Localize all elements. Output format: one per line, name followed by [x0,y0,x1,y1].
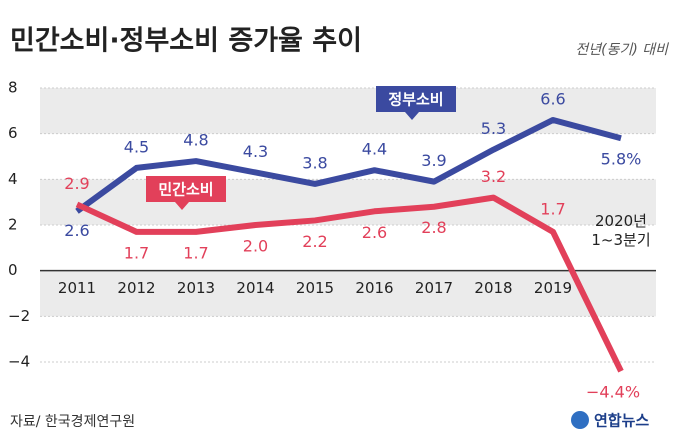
data-label: 2.0 [243,237,268,256]
series-line [75,194,624,373]
band [40,88,656,134]
chart-subtitle: 전년(동기) 대비 [575,42,669,58]
data-label: 1.7 [183,243,208,262]
series-line [75,116,622,214]
x-tick-label: 2019 [533,279,573,297]
y-tick-label: 0 [8,261,18,279]
x-tick-label: 2012 [117,279,156,297]
source: 자료/ 한국경제연구원 [10,414,135,430]
data-label: 2.2 [302,232,327,251]
data-label: 2.6 [362,223,387,242]
band [40,270,656,317]
data-label: 5.3 [481,119,506,138]
y-tick-label: −2 [8,307,30,325]
legend-box [376,86,456,120]
x-tick-label: 2016 [355,279,394,297]
y-tick-label: 2 [8,216,18,234]
y-tick-label: 4 [8,170,18,188]
data-label: 5.8% [601,150,642,169]
data-label: 1.7 [124,243,149,262]
x-tick-label: 2011 [57,279,97,297]
data-label: 3.2 [481,167,506,186]
data-label: 1.7 [540,199,565,218]
legend-label: 민간소비 [158,181,213,199]
data-label: 4.5 [124,137,149,156]
logo: 연합뉴스 [594,412,649,430]
x-tick-label: 2013 [176,279,216,297]
y-tick-label: −4 [8,353,30,371]
legend-label: 정부소비 [388,91,443,109]
y-tick-label: 8 [8,79,18,97]
x-tick-label: 2014 [236,279,275,297]
data-label: 2.9 [64,174,89,193]
legend-box [146,176,226,210]
data-label: 3.8 [302,153,327,172]
data-label: 3.9 [421,151,446,170]
logo-icon [571,411,589,429]
data-label: 2.8 [421,218,446,237]
data-label: 2.6 [64,221,89,240]
data-label: 4.4 [362,140,387,159]
y-tick-label: 6 [8,124,18,142]
data-label: 4.8 [183,131,208,150]
x-tick-label: 2018 [474,279,513,297]
data-label: 6.6 [540,89,565,108]
data-label: 4.3 [243,142,268,161]
x-tick-label: 2020년 1~3분기 [591,212,651,249]
x-tick-label: 2017 [414,279,454,297]
x-tick-label: 2015 [295,279,335,297]
chart-title: 민간소비·정부소비 증가율 추이 [10,26,362,57]
data-label: −4.4% [586,383,640,402]
